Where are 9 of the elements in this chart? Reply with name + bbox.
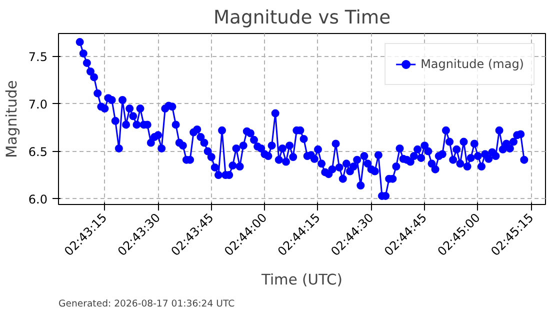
x-axis-title: Time (UTC) — [260, 272, 343, 289]
y-tick-label: 6.5 — [28, 144, 48, 159]
text: Generated: 2026-08-17 01:36:24 UTC — [58, 298, 235, 310]
legend-label: Magnitude (mag) — [420, 57, 524, 71]
y-tick-label: 7.0 — [28, 97, 48, 112]
y-tick-label: 7.5 — [28, 50, 48, 64]
y-tick-label: 6.0 — [28, 192, 48, 206]
y-axis-title: Magnitude — [3, 80, 20, 158]
chart-title: Magnitude vs Time — [213, 8, 391, 28]
